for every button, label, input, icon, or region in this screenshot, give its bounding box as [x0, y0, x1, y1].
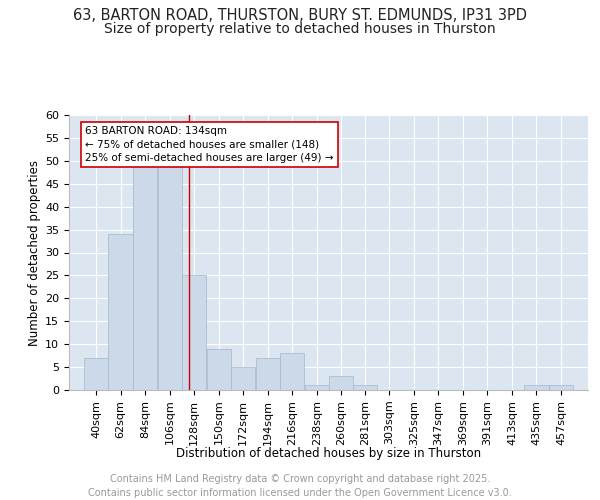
Bar — [231, 367, 255, 390]
Text: Size of property relative to detached houses in Thurston: Size of property relative to detached ho… — [104, 22, 496, 36]
Bar — [158, 166, 182, 390]
Bar — [256, 358, 280, 390]
Text: 63 BARTON ROAD: 134sqm
← 75% of detached houses are smaller (148)
25% of semi-de: 63 BARTON ROAD: 134sqm ← 75% of detached… — [85, 126, 334, 163]
Bar — [109, 234, 133, 390]
Bar — [549, 386, 573, 390]
Bar — [524, 386, 548, 390]
Y-axis label: Number of detached properties: Number of detached properties — [28, 160, 41, 346]
Text: Contains HM Land Registry data © Crown copyright and database right 2025.
Contai: Contains HM Land Registry data © Crown c… — [88, 474, 512, 498]
Bar — [353, 386, 377, 390]
Bar — [133, 166, 157, 390]
Bar — [305, 386, 329, 390]
Bar — [329, 376, 353, 390]
Bar — [84, 358, 108, 390]
X-axis label: Distribution of detached houses by size in Thurston: Distribution of detached houses by size … — [176, 448, 481, 460]
Bar — [206, 349, 230, 390]
Text: 63, BARTON ROAD, THURSTON, BURY ST. EDMUNDS, IP31 3PD: 63, BARTON ROAD, THURSTON, BURY ST. EDMU… — [73, 8, 527, 22]
Bar — [280, 354, 304, 390]
Bar — [182, 276, 206, 390]
